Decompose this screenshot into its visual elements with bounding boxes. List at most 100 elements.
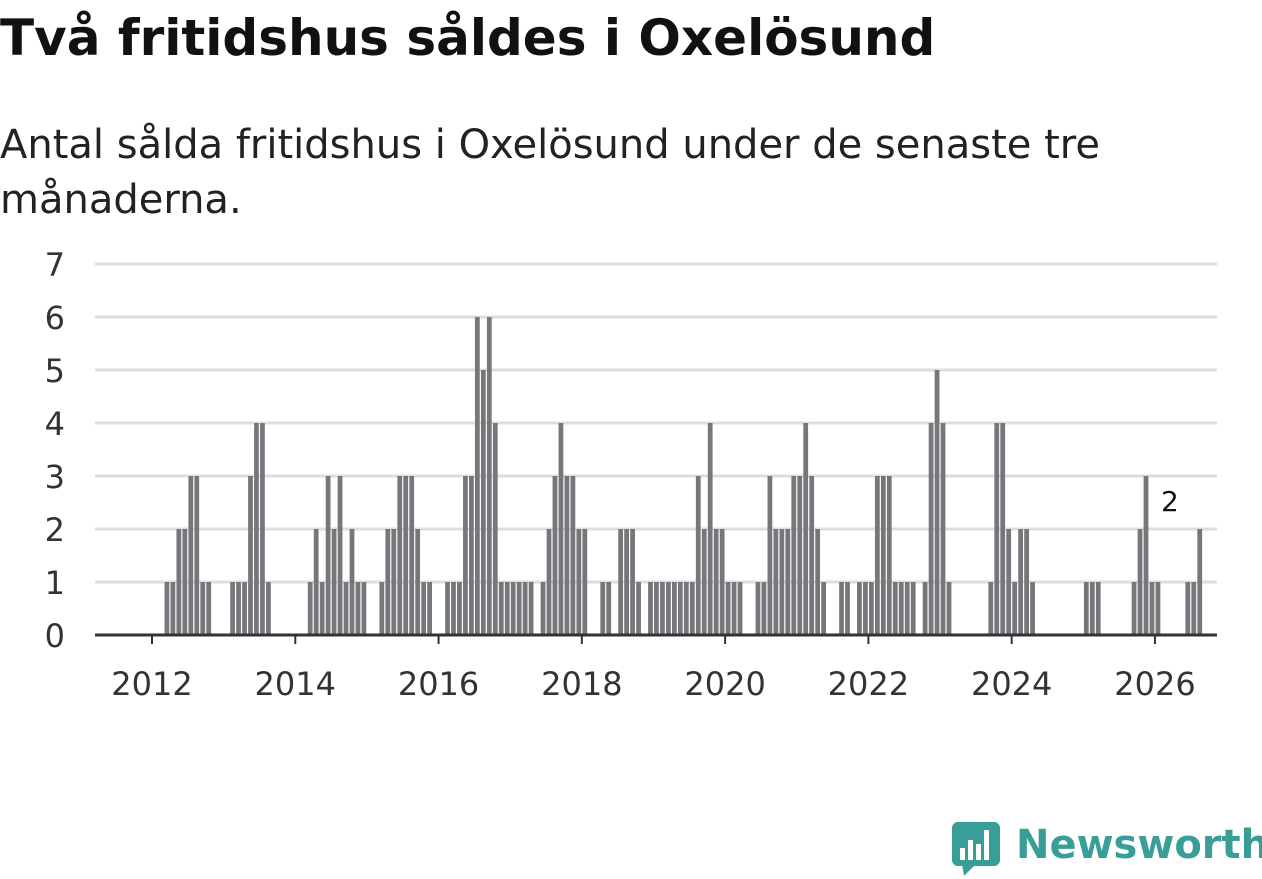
- bar: [498, 582, 504, 635]
- bar: [206, 582, 212, 635]
- bar: [946, 582, 952, 635]
- bar: [1083, 582, 1089, 635]
- bar: [540, 582, 546, 635]
- y-tick-label: 5: [45, 352, 65, 390]
- bar: [857, 582, 862, 635]
- bar: [421, 582, 427, 635]
- bar: [319, 582, 325, 635]
- bar: [630, 529, 635, 635]
- bar: [504, 582, 510, 635]
- bar: [815, 529, 821, 635]
- x-tick-label: 2020: [684, 665, 765, 703]
- bar: [671, 582, 677, 635]
- x-tick-label: 2016: [398, 665, 479, 703]
- bar: [445, 582, 450, 635]
- bar: [558, 423, 564, 635]
- bar: [1185, 582, 1191, 635]
- bar: [486, 317, 492, 635]
- bar: [689, 582, 695, 635]
- bar: [307, 582, 313, 635]
- bar: [1197, 529, 1203, 635]
- y-tick-label: 3: [45, 458, 65, 496]
- bar: [988, 582, 994, 635]
- bar: [666, 582, 671, 635]
- bar: [427, 582, 432, 635]
- bar-chart-badge-icon: [952, 822, 1000, 876]
- bar: [1191, 582, 1197, 635]
- bar: [516, 582, 522, 635]
- bar: [880, 476, 886, 635]
- y-tick-label: 1: [45, 564, 65, 602]
- x-tick-label: 2012: [111, 665, 192, 703]
- bar: [248, 476, 253, 635]
- bar: [469, 476, 474, 635]
- bar: [994, 423, 1000, 635]
- bar: [480, 370, 486, 635]
- bar: [869, 582, 874, 635]
- y-tick-label: 0: [45, 617, 65, 655]
- bar: [904, 582, 910, 635]
- bar: [379, 582, 385, 635]
- x-tick-label: 2024: [971, 665, 1052, 703]
- bar: [1012, 582, 1018, 635]
- bar: [1089, 582, 1095, 635]
- bar: [391, 529, 397, 635]
- chart-subtitle: Antal sålda fritidshus i Oxelösund under…: [0, 122, 1100, 223]
- bar: [403, 476, 409, 635]
- bar: [1018, 529, 1024, 635]
- brand-name: Newsworthy: [1016, 822, 1262, 868]
- newsworthy-logo: Newsworthy: [950, 818, 1262, 876]
- bar: [695, 476, 701, 635]
- bar: [767, 476, 773, 635]
- bar: [892, 582, 898, 635]
- bar: [254, 423, 259, 635]
- bar: [451, 582, 456, 635]
- bar: [337, 476, 343, 635]
- bar: [266, 582, 271, 635]
- bar: [385, 529, 391, 635]
- bar: [1030, 582, 1035, 635]
- bar: [928, 423, 934, 635]
- bar: [510, 582, 516, 635]
- bar: [934, 370, 940, 635]
- bar: [170, 582, 176, 635]
- bar: [791, 476, 797, 635]
- bar: [940, 423, 946, 635]
- bar: [182, 529, 188, 635]
- bar: [415, 529, 421, 635]
- bar: [606, 582, 612, 635]
- y-tick-label: 2: [45, 511, 65, 549]
- bar: [725, 582, 731, 635]
- bar: [839, 582, 844, 635]
- bar: [313, 529, 319, 635]
- highlight-data-label: 2: [1161, 485, 1179, 518]
- bar: [1006, 529, 1012, 635]
- chart-title: Två fritidshus såldes i Oxelösund: [0, 9, 936, 67]
- bar: [863, 582, 868, 635]
- bar: [874, 476, 880, 635]
- bar: [194, 476, 200, 635]
- bar: [660, 582, 665, 635]
- bar: [1143, 476, 1149, 635]
- bar: [683, 582, 689, 635]
- bar: [457, 582, 462, 635]
- x-tick-label: 2022: [828, 665, 909, 703]
- bar: [343, 582, 349, 635]
- bar: [677, 582, 683, 635]
- bar: [230, 582, 235, 635]
- bar: [570, 476, 576, 635]
- bar: [1095, 582, 1101, 635]
- bar: [618, 529, 624, 635]
- bar: [409, 476, 415, 635]
- bar: [731, 582, 737, 635]
- bar: [463, 476, 468, 635]
- bar: [713, 529, 719, 635]
- bar: [779, 529, 785, 635]
- bar: [576, 529, 582, 635]
- bar: [355, 582, 361, 635]
- bar: [325, 476, 331, 635]
- bar: [1137, 529, 1143, 635]
- bar: [845, 582, 850, 635]
- bar: [648, 582, 653, 635]
- bar: [785, 529, 791, 635]
